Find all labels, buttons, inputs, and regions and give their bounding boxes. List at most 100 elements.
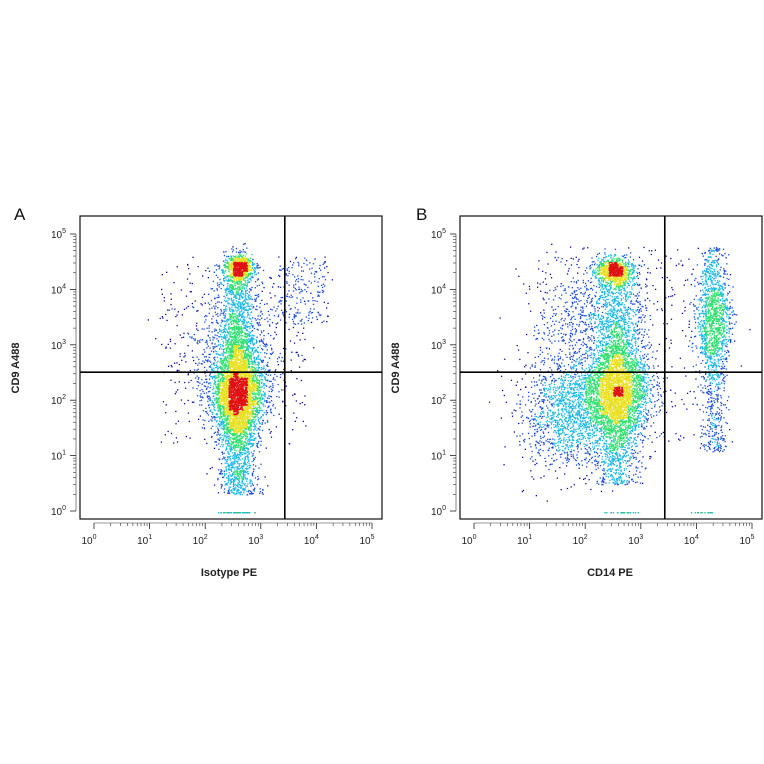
event-dot (253, 344, 255, 347)
event-dot (223, 359, 225, 362)
event-dot (222, 395, 225, 398)
event-dot (179, 353, 181, 355)
event-dot (229, 285, 231, 287)
event-dot (213, 376, 216, 378)
event-dot (285, 348, 287, 350)
event-dot (280, 297, 282, 299)
event-dot (240, 453, 242, 455)
event-dot (251, 305, 253, 307)
event-dot (199, 341, 201, 343)
event-dot (252, 361, 254, 363)
event-dot (213, 346, 215, 348)
event-dot (235, 247, 238, 250)
event-dot (290, 308, 292, 310)
event-dot (191, 350, 193, 352)
event-dot (234, 321, 236, 323)
event-dot (250, 272, 252, 274)
event-dot (240, 334, 242, 337)
event-dot (256, 322, 258, 324)
event-dot (237, 354, 240, 356)
event-dot (246, 361, 248, 363)
event-dot (213, 379, 216, 381)
panel-letter: A (14, 205, 26, 224)
event-dot (231, 355, 233, 358)
event-dot (289, 260, 292, 263)
event-dot (252, 337, 254, 339)
event-dot (259, 390, 261, 392)
event-dot (261, 429, 264, 432)
event-dot (269, 292, 271, 294)
event-dot (230, 354, 232, 357)
event-dot (267, 421, 269, 423)
event-dot (235, 356, 237, 358)
event-dot (264, 405, 266, 407)
event-dot (226, 336, 228, 338)
event-dot (234, 334, 236, 337)
event-dot (215, 375, 217, 377)
event-dot (220, 416, 222, 419)
event-dot (211, 411, 213, 413)
event-dot (233, 442, 235, 444)
event-dot (225, 431, 227, 433)
event-dot (234, 256, 236, 258)
event-dot (218, 296, 220, 298)
event-dot (244, 295, 247, 297)
event-dot (227, 288, 229, 291)
event-dot (241, 357, 243, 359)
event-dot (233, 463, 235, 465)
event-dot (219, 445, 221, 448)
event-dot (224, 309, 227, 311)
event-dot (226, 321, 228, 323)
event-dot (235, 306, 237, 308)
event-dot (237, 320, 239, 323)
event-dot (226, 308, 228, 310)
event-dot (238, 441, 240, 443)
event-dot (244, 420, 247, 422)
event-dot (218, 401, 220, 403)
event-dot (220, 396, 222, 399)
event-dot (251, 275, 254, 277)
event-dot (243, 353, 245, 355)
event-dot (320, 314, 322, 316)
event-dot (326, 321, 328, 323)
event-dot (217, 332, 219, 334)
event-dot (244, 317, 246, 319)
event-dot (263, 345, 265, 347)
event-dot (251, 286, 253, 289)
event-dot (271, 349, 273, 351)
event-dot (255, 413, 257, 416)
event-dot (230, 426, 233, 429)
event-dot (213, 408, 215, 410)
event-dot (237, 326, 240, 328)
event-dot (279, 301, 281, 303)
event-dot (227, 477, 230, 480)
event-dot (221, 368, 223, 370)
event-dot (230, 480, 232, 482)
event-dot (234, 329, 236, 332)
event-dot (242, 473, 244, 475)
event-dot (248, 354, 250, 356)
event-dot (299, 312, 301, 314)
event-dot (187, 333, 190, 335)
event-dot (242, 482, 244, 484)
event-dot (232, 354, 234, 356)
event-dot (220, 389, 223, 392)
event-dot (237, 475, 239, 477)
event-dot (229, 335, 231, 337)
event-dot (249, 294, 251, 296)
event-dot (310, 312, 312, 314)
event-dot (187, 412, 190, 414)
event-dot (231, 489, 233, 491)
event-dot (244, 360, 247, 362)
event-dot (223, 392, 225, 394)
event-dot (222, 340, 224, 343)
event-dot (241, 353, 243, 355)
event-dot (220, 362, 222, 365)
event-dot (246, 437, 248, 439)
event-dot (242, 249, 244, 251)
event-dot (244, 296, 246, 298)
event-dot (272, 338, 275, 340)
event-dot (226, 477, 228, 479)
event-dot (244, 457, 246, 460)
event-dot (214, 398, 216, 400)
